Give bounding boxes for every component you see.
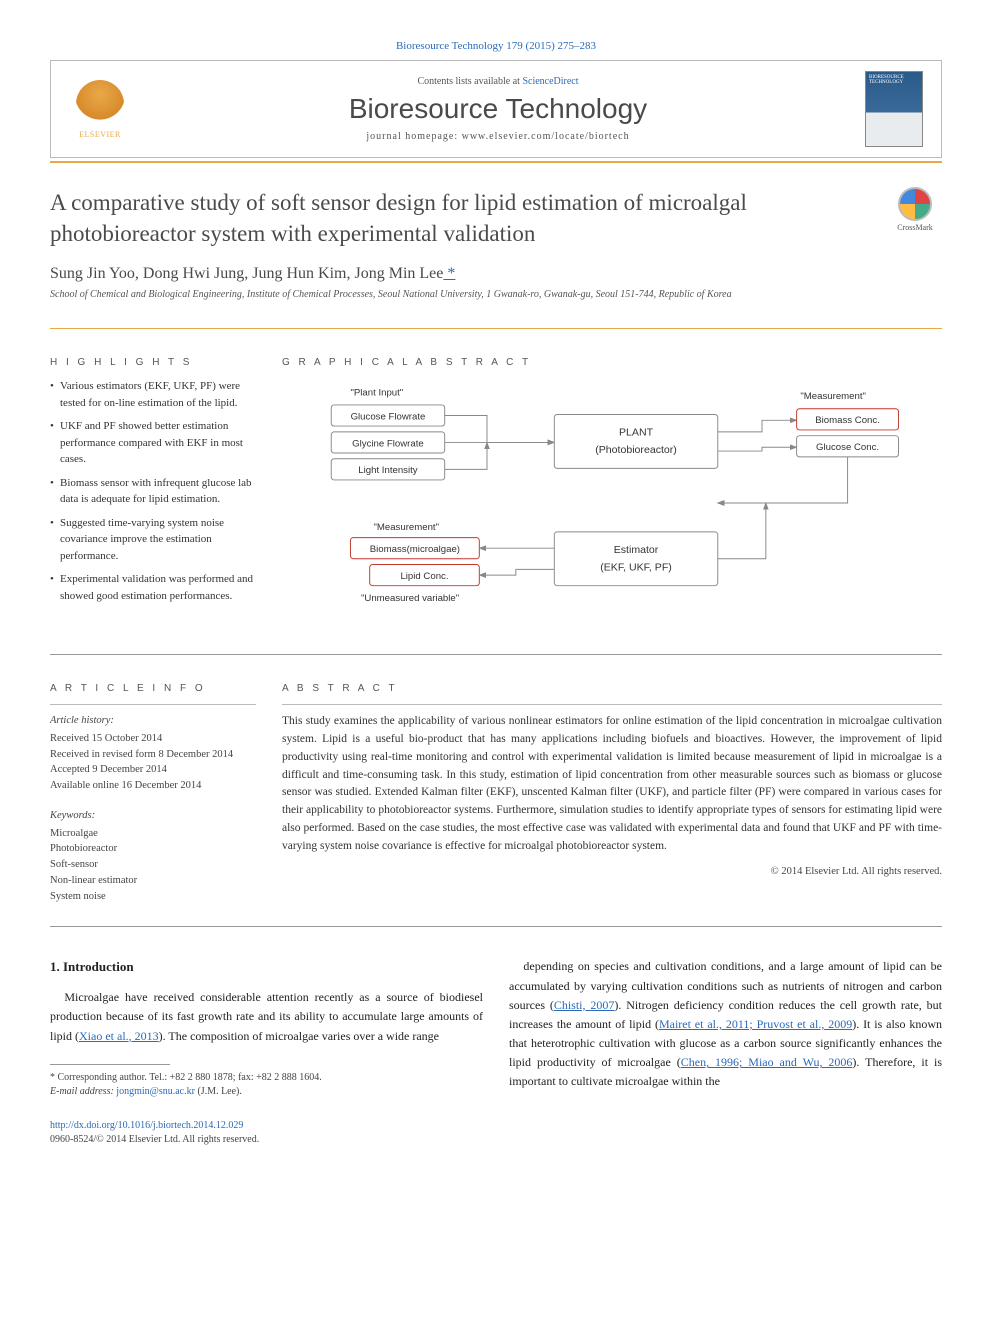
- journal-name: Bioresource Technology: [145, 93, 851, 125]
- keyword-item: Non-linear estimator: [50, 873, 256, 889]
- highlight-item: Biomass sensor with infrequent glucose l…: [50, 475, 256, 508]
- citation-link[interactable]: Chisti, 2007: [554, 998, 615, 1012]
- homepage-url: www.elsevier.com/locate/biortech: [462, 131, 630, 142]
- ga-glucose-flowrate: Glucose Flowrate: [351, 411, 426, 422]
- ga-biomass-conc: Biomass Conc.: [815, 415, 880, 426]
- history-received: Received 15 October 2014: [50, 731, 256, 747]
- highlight-item: Experimental validation was performed an…: [50, 571, 256, 604]
- body-column-right: depending on species and cultivation con…: [509, 957, 942, 1098]
- doi-link[interactable]: http://dx.doi.org/10.1016/j.biortech.201…: [50, 1120, 243, 1131]
- journal-reference: Bioresource Technology 179 (2015) 275–28…: [50, 40, 942, 52]
- contents-prefix: Contents lists available at: [417, 76, 522, 87]
- footnote-corr: * Corresponding author. Tel.: +82 2 880 …: [50, 1071, 483, 1085]
- highlights-heading: H I G H L I G H T S: [50, 357, 256, 368]
- intro-paragraph: Microalgae have received considerable at…: [50, 988, 483, 1046]
- crossmark-label: CrossMark: [897, 223, 933, 232]
- homepage-prefix: journal homepage:: [366, 131, 461, 142]
- publisher-name: ELSEVIER: [79, 130, 121, 139]
- affiliation: School of Chemical and Biological Engine…: [50, 289, 942, 300]
- highlights-list: Various estimators (EKF, UKF, PF) were t…: [50, 378, 256, 604]
- copyright-line: © 2014 Elsevier Ltd. All rights reserved…: [282, 866, 942, 877]
- history-accepted: Accepted 9 December 2014: [50, 762, 256, 778]
- article-info-heading: A R T I C L E I N F O: [50, 683, 256, 694]
- history-head: Article history:: [50, 713, 256, 729]
- journal-header: ELSEVIER Contents lists available at Sci…: [50, 60, 942, 158]
- highlight-item: UKF and PF showed better estimation perf…: [50, 418, 256, 468]
- ga-glucose-conc: Glucose Conc.: [816, 442, 879, 453]
- ga-unmeasured-label: "Unmeasured variable": [361, 593, 459, 604]
- intro-paragraph-cont: depending on species and cultivation con…: [509, 957, 942, 1091]
- ga-estimator-l2: (EKF, UKF, PF): [600, 561, 672, 573]
- authors-names: Sung Jin Yoo, Dong Hwi Jung, Jung Hun Ki…: [50, 265, 443, 282]
- citation-link[interactable]: Mairet et al., 2011; Pruvost et al., 200…: [659, 1017, 852, 1031]
- abstract-rule: [282, 704, 942, 705]
- keyword-item: Soft-sensor: [50, 857, 256, 873]
- ga-plant-l1: PLANT: [619, 427, 654, 439]
- section-divider: [50, 654, 942, 655]
- keywords-head: Keywords:: [50, 808, 256, 824]
- keyword-item: System noise: [50, 889, 256, 905]
- issn-copyright: 0960-8524/© 2014 Elsevier Ltd. All right…: [50, 1133, 942, 1147]
- highlight-item: Suggested time-varying system noise cova…: [50, 515, 256, 565]
- highlight-item: Various estimators (EKF, UKF, PF) were t…: [50, 378, 256, 411]
- crossmark-icon: [898, 187, 932, 221]
- ga-glycine-flowrate: Glycine Flowrate: [352, 438, 424, 449]
- sciencedirect-link[interactable]: ScienceDirect: [522, 76, 578, 87]
- contents-list-line: Contents lists available at ScienceDirec…: [145, 76, 851, 87]
- ga-plant-l2: (Photobioreactor): [595, 444, 677, 456]
- citation-link[interactable]: Xiao et al., 2013: [79, 1029, 159, 1043]
- graphical-abstract-heading: G R A P H I C A L A B S T R A C T: [282, 357, 942, 368]
- authors-line: Sung Jin Yoo, Dong Hwi Jung, Jung Hun Ki…: [50, 265, 942, 283]
- email-link[interactable]: jongmin@snu.ac.kr: [116, 1086, 195, 1097]
- ga-plant-input-label: "Plant Input": [350, 387, 403, 398]
- ga-lipid-out: Lipid Conc.: [400, 571, 448, 582]
- ga-measurement2-label: "Measurement": [373, 522, 439, 533]
- ga-estimator-l1: Estimator: [614, 544, 659, 556]
- orange-rule: [50, 161, 942, 163]
- elsevier-tree-icon: [76, 80, 124, 128]
- keyword-item: Microalgae: [50, 826, 256, 842]
- keywords-block: Keywords: Microalgae Photobioreactor Sof…: [50, 808, 256, 905]
- footnote-separator: [50, 1064, 170, 1065]
- elsevier-logo: ELSEVIER: [69, 74, 131, 144]
- citation-link[interactable]: Chen, 1996; Miao and Wu, 2006: [681, 1055, 853, 1069]
- graphical-abstract-diagram: "Plant Input" Glucose Flowrate Glycine F…: [282, 378, 942, 628]
- crossmark-badge[interactable]: CrossMark: [888, 187, 942, 232]
- doi-block: http://dx.doi.org/10.1016/j.biortech.201…: [50, 1119, 942, 1147]
- article-title: A comparative study of soft sensor desig…: [50, 187, 872, 249]
- article-history: Article history: Received 15 October 201…: [50, 713, 256, 794]
- intro-heading: 1. Introduction: [50, 957, 483, 978]
- ga-biomass-out: Biomass(microalgae): [370, 544, 460, 555]
- history-revised: Received in revised form 8 December 2014: [50, 747, 256, 763]
- abstract-heading: A B S T R A C T: [282, 683, 942, 694]
- email-label: E-mail address:: [50, 1086, 116, 1097]
- email-who: (J.M. Lee).: [195, 1086, 242, 1097]
- orange-rule-thin: [50, 328, 942, 329]
- info-rule: [50, 704, 256, 705]
- abstract-text: This study examines the applicability of…: [282, 713, 942, 856]
- corresponding-footnote: * Corresponding author. Tel.: +82 2 880 …: [50, 1071, 483, 1099]
- corresponding-author-marker[interactable]: *: [443, 265, 455, 282]
- ga-measurement-label: "Measurement": [800, 391, 866, 402]
- ga-light-intensity: Light Intensity: [358, 465, 417, 476]
- body-column-left: 1. Introduction Microalgae have received…: [50, 957, 483, 1098]
- journal-homepage: journal homepage: www.elsevier.com/locat…: [145, 131, 851, 142]
- keyword-item: Photobioreactor: [50, 841, 256, 857]
- journal-cover-thumb: BIORESOURCE TECHNOLOGY: [865, 71, 923, 147]
- section-divider: [50, 926, 942, 927]
- history-online: Available online 16 December 2014: [50, 778, 256, 794]
